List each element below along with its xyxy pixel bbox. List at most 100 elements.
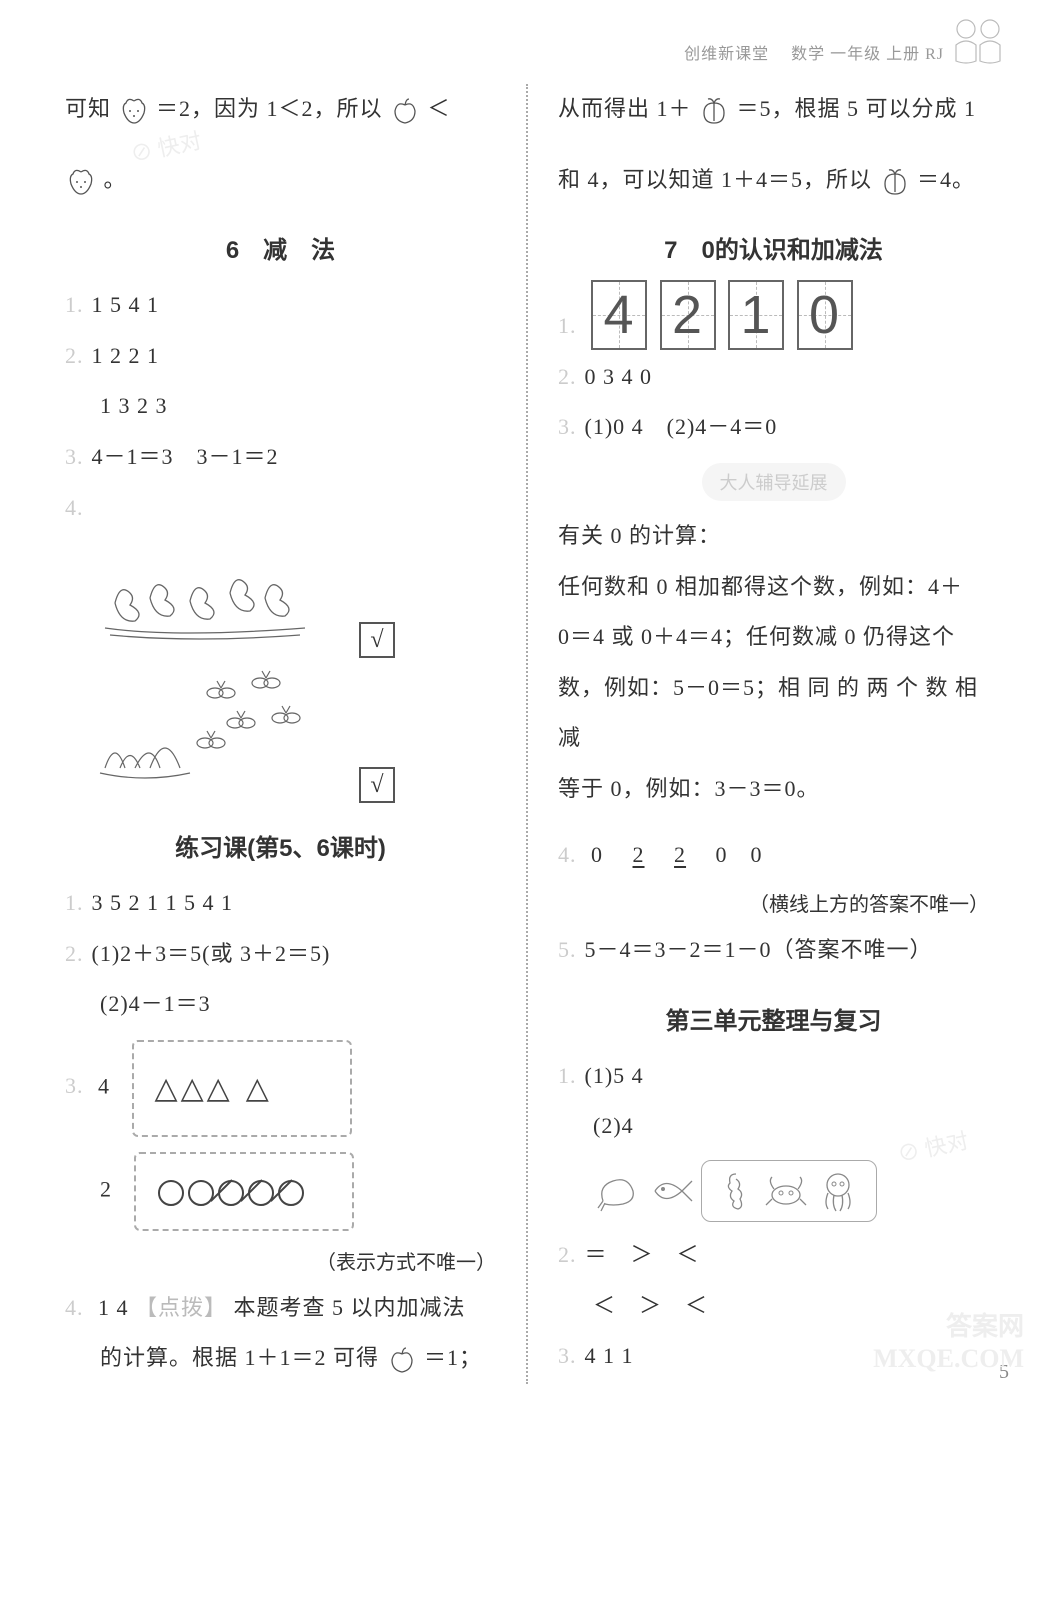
digit: 0	[809, 285, 840, 345]
text: ＝1；	[424, 1345, 482, 1370]
apple-icon	[389, 97, 421, 125]
right-intro-1: 从而得出 1＋ ＝5，根据 5 可以分成 1	[558, 84, 989, 135]
triangle-icon: △	[246, 1054, 270, 1123]
qnum: 5.	[558, 937, 577, 962]
p3-note: （表示方式不唯一）	[65, 1246, 496, 1275]
butterflies-illustration: √	[95, 668, 496, 803]
qnum: 3.	[65, 444, 84, 469]
circle-slash-icon	[248, 1180, 274, 1206]
text: ＝2，因为 1＜2，所以	[156, 96, 383, 121]
strawberry-icon	[65, 168, 97, 196]
qnum: 1.	[558, 1063, 577, 1088]
r-q4-note: （横线上方的答案不唯一）	[558, 888, 989, 917]
q4: 4.	[65, 483, 496, 534]
left-intro-line2: 。	[65, 155, 496, 206]
r-q2: 2. 0 3 4 0	[558, 352, 989, 403]
text: 0	[591, 842, 626, 867]
qnum: 1.	[558, 313, 577, 338]
ex2: 任何数和 0 相加都得这个数，例如：4＋	[558, 562, 989, 613]
hint-pill-wrap: 大人辅导延展	[558, 453, 989, 511]
qnum: 3.	[65, 1073, 84, 1098]
qnum: 3.	[558, 414, 577, 439]
answer: 1 2 2 1	[92, 343, 160, 368]
circles-box	[134, 1152, 354, 1231]
answer: 4 1 1	[585, 1343, 634, 1368]
value: 2	[100, 1176, 112, 1201]
kids-icon	[944, 15, 1014, 65]
q1: 1.1 5 4 1	[65, 280, 496, 331]
header-series: 创维新课堂	[684, 46, 769, 63]
qnum: 1.	[65, 890, 84, 915]
answer: 4－1＝3 3－1＝2	[92, 444, 279, 469]
u1b: (2)4	[558, 1101, 989, 1152]
sea-creatures-row: ⊘ 快对	[558, 1160, 989, 1222]
p1: 1. 3 5 2 1 1 5 4 1	[65, 878, 496, 929]
text: 从而得出 1＋	[558, 96, 692, 121]
ex5: 等于 0，例如：3－3＝0。	[558, 764, 989, 815]
answer: (1)0 4 (2)4－4＝0	[585, 414, 778, 439]
triangles-box: △△△ △	[132, 1040, 352, 1137]
strawberry-icon	[118, 97, 150, 125]
digit-cell: 4	[591, 280, 647, 350]
ex3: 0＝4 或 0＋4＝4；任何数减 0 仍得这个	[558, 612, 989, 663]
circle-icon	[188, 1180, 214, 1206]
answer: 5－4＝3－2＝1－0（答案不唯一）	[585, 937, 933, 962]
peach-icon	[879, 168, 911, 196]
section-7-title: 7 0的认识和加减法	[558, 230, 989, 265]
column-divider	[526, 84, 528, 1384]
triangle-icon: △	[207, 1054, 231, 1123]
tip-label: 【点拨】	[135, 1295, 227, 1320]
header-subject: 数学 一年级 上册 RJ	[791, 46, 944, 63]
answer: ＝ ＞ ＜	[585, 1242, 700, 1267]
p2a: 2.(1)2＋3＝5(或 3＋2＝5)	[65, 929, 496, 980]
answer: 1 4	[98, 1295, 135, 1320]
r-q1: 1. 4 2 1 0	[558, 280, 989, 352]
page-number: 5	[999, 1361, 1009, 1384]
practice-title: 练习课(第5、6课时)	[65, 828, 496, 863]
triangle-icon: △	[181, 1054, 205, 1123]
left-column: 可知 ＝2，因为 1＜2，所以 ＜ 。 ⊘ 快对 6 减 法	[50, 84, 521, 1384]
qnum: 4.	[558, 842, 577, 867]
text: 。	[104, 167, 127, 192]
value: 4	[98, 1073, 110, 1098]
right-intro-2: 和 4，可以知道 1＋4＝5，所以 ＝4。	[558, 155, 989, 206]
right-column: 从而得出 1＋ ＝5，根据 5 可以分成 1 和 4，可以知道 1＋4＝5，所以…	[533, 84, 1004, 1384]
p3-row2: 2	[65, 1152, 496, 1231]
digit-cell: 0	[797, 280, 853, 350]
fish-icon	[647, 1166, 697, 1216]
left-intro-line1: 可知 ＝2，因为 1＜2，所以 ＜	[65, 84, 496, 135]
hint-pill: 大人辅导延展	[702, 463, 846, 501]
answer: 0 3 4 0	[585, 364, 653, 389]
text: ＝5，根据 5 可以分成 1	[737, 96, 977, 121]
digit: 1	[740, 285, 771, 345]
text: 的计算。根据 1＋1＝2 可得	[100, 1345, 379, 1370]
digit-cell: 1	[728, 280, 784, 350]
text: ＜	[428, 96, 451, 121]
seahorse-icon	[716, 1169, 758, 1213]
page-header: 创维新课堂 数学 一年级 上册 RJ	[50, 30, 1004, 64]
answer: (1)5 4	[585, 1063, 644, 1088]
shrimp-icon	[593, 1166, 643, 1216]
ex4: 数，例如：5－0＝5；相 同 的 两 个 数 相 减	[558, 663, 989, 764]
triangle-icon: △	[155, 1054, 179, 1123]
qnum: 2.	[65, 941, 84, 966]
unit3-title: 第三单元整理与复习	[558, 1001, 989, 1036]
digit-cell: 2	[660, 280, 716, 350]
check-box: √	[359, 622, 395, 658]
circle-slash-icon	[278, 1180, 304, 1206]
qnum: 2.	[558, 364, 577, 389]
u2b: ＜ ＞ ＜	[558, 1281, 989, 1332]
q2a: 2.1 2 2 1	[65, 331, 496, 382]
peach-icon	[698, 97, 730, 125]
digit: 4	[603, 285, 634, 345]
text: 和 4，可以知道 1＋4＝5，所以	[558, 167, 872, 192]
answer: 3 5 2 1 1 5 4 1	[92, 890, 234, 915]
q2b: 1 3 2 3	[65, 381, 496, 432]
qnum: 3.	[558, 1343, 577, 1368]
ex1: 有关 0 的计算：	[558, 511, 989, 562]
p4-line1: 4. 1 4 【点拨】 本题考查 5 以内加减法	[65, 1283, 496, 1334]
answer: 1 5 4 1	[92, 292, 160, 317]
qnum: 2.	[558, 1242, 577, 1267]
qnum: 4.	[65, 495, 84, 520]
apple-icon	[386, 1346, 418, 1374]
